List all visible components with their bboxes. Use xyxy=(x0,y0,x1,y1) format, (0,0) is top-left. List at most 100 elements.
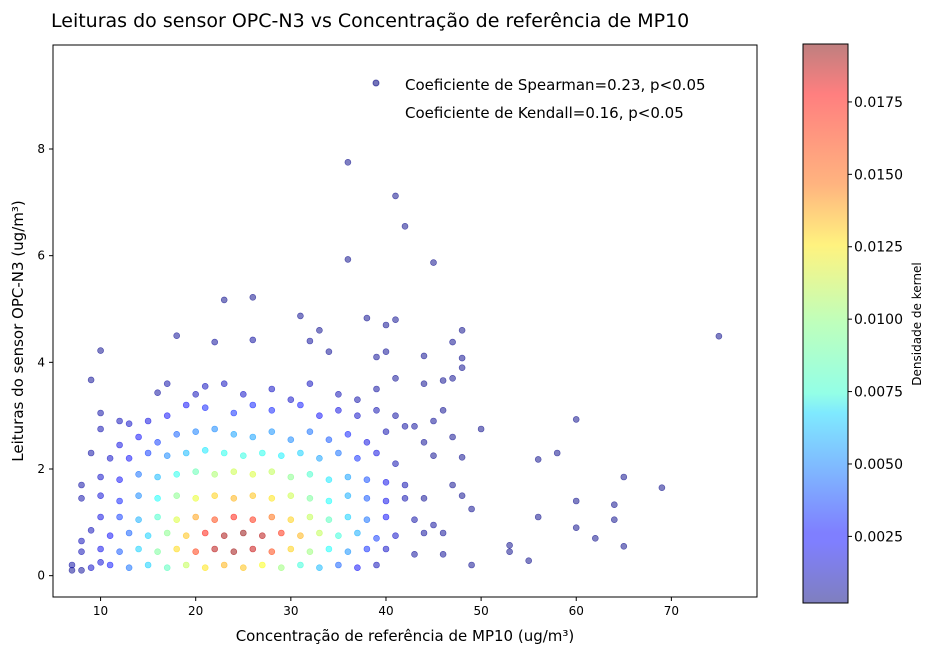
data-point xyxy=(411,550,418,558)
data-point xyxy=(572,524,580,532)
data-point xyxy=(306,548,314,556)
data-point xyxy=(211,516,218,524)
data-point xyxy=(287,516,295,524)
data-point xyxy=(116,476,123,484)
data-point xyxy=(192,390,199,398)
data-point xyxy=(373,534,380,542)
data-point xyxy=(201,404,209,412)
data-point xyxy=(258,532,266,540)
data-point xyxy=(363,314,371,322)
data-point xyxy=(382,478,390,486)
data-point xyxy=(373,406,380,414)
data-point xyxy=(325,348,333,356)
data-point xyxy=(125,529,133,537)
data-point xyxy=(344,256,352,263)
data-point xyxy=(325,516,333,524)
data-point xyxy=(116,548,123,556)
data-point xyxy=(316,529,323,537)
data-point xyxy=(68,561,76,569)
x-tick-label: 50 xyxy=(473,604,488,618)
data-point xyxy=(449,433,456,441)
y-tick-label: 8 xyxy=(37,142,45,156)
data-point xyxy=(325,436,333,444)
data-point xyxy=(220,561,228,569)
data-point xyxy=(534,456,542,463)
data-point xyxy=(344,430,352,438)
data-point xyxy=(287,436,295,444)
data-point xyxy=(458,492,466,500)
data-point xyxy=(97,425,104,433)
data-point xyxy=(468,505,475,513)
data-point xyxy=(163,380,171,388)
x-tick-label: 60 xyxy=(569,604,584,618)
data-point xyxy=(306,513,314,521)
data-point xyxy=(411,422,418,430)
data-point xyxy=(78,481,85,489)
data-point xyxy=(249,401,257,409)
data-point xyxy=(382,428,390,436)
data-point xyxy=(382,321,390,329)
data-point xyxy=(192,548,199,556)
data-point xyxy=(572,497,580,505)
data-point xyxy=(230,468,238,476)
x-tick-label: 10 xyxy=(93,604,108,618)
data-point xyxy=(610,501,618,509)
data-point xyxy=(306,470,314,478)
data-point xyxy=(287,492,295,500)
data-point xyxy=(249,516,257,524)
data-point xyxy=(97,545,104,553)
colorbar-gradient xyxy=(803,44,848,603)
data-point xyxy=(591,534,599,542)
data-point xyxy=(78,548,85,556)
data-point xyxy=(78,494,85,502)
data-point xyxy=(572,416,580,423)
data-point xyxy=(97,409,104,417)
data-point xyxy=(401,223,409,230)
data-point xyxy=(354,564,361,572)
data-point xyxy=(106,532,114,540)
data-point xyxy=(354,529,361,537)
data-point xyxy=(249,470,257,478)
data-point xyxy=(154,389,161,397)
data-point xyxy=(373,353,380,361)
data-point xyxy=(268,468,276,476)
data-point xyxy=(335,390,342,398)
data-point xyxy=(154,548,161,556)
data-point xyxy=(316,564,323,572)
data-point xyxy=(240,529,247,537)
data-point xyxy=(182,401,190,409)
data-point xyxy=(382,545,390,553)
data-point xyxy=(610,516,618,524)
data-point xyxy=(335,449,342,457)
data-point xyxy=(297,449,304,457)
data-point xyxy=(325,476,333,484)
data-point xyxy=(420,438,428,446)
data-point xyxy=(468,561,475,569)
data-point xyxy=(506,548,513,556)
data-point xyxy=(287,396,295,404)
data-point xyxy=(439,406,447,414)
data-point xyxy=(401,422,409,430)
data-point xyxy=(458,453,466,461)
data-point xyxy=(715,332,723,340)
data-point xyxy=(420,380,428,388)
data-point xyxy=(277,564,285,572)
y-axis-label: Leituras do sensor OPC-N3 (ug/m³) xyxy=(9,200,27,461)
data-point xyxy=(297,561,304,569)
colorbar-frame xyxy=(802,43,849,604)
colorbar-tick-label: 0.0075 xyxy=(854,385,903,401)
data-point xyxy=(163,412,171,420)
data-point xyxy=(182,532,190,540)
data-point xyxy=(173,332,180,340)
data-point xyxy=(268,428,276,436)
data-point xyxy=(173,492,180,500)
colorbar-tick-label: 0.0100 xyxy=(854,312,903,328)
data-point xyxy=(344,159,352,166)
plot-frame xyxy=(52,44,758,598)
data-point xyxy=(240,452,247,460)
data-point xyxy=(553,449,561,457)
data-point xyxy=(240,390,247,398)
data-point xyxy=(97,558,104,566)
data-point xyxy=(297,532,304,540)
data-point xyxy=(154,513,161,521)
